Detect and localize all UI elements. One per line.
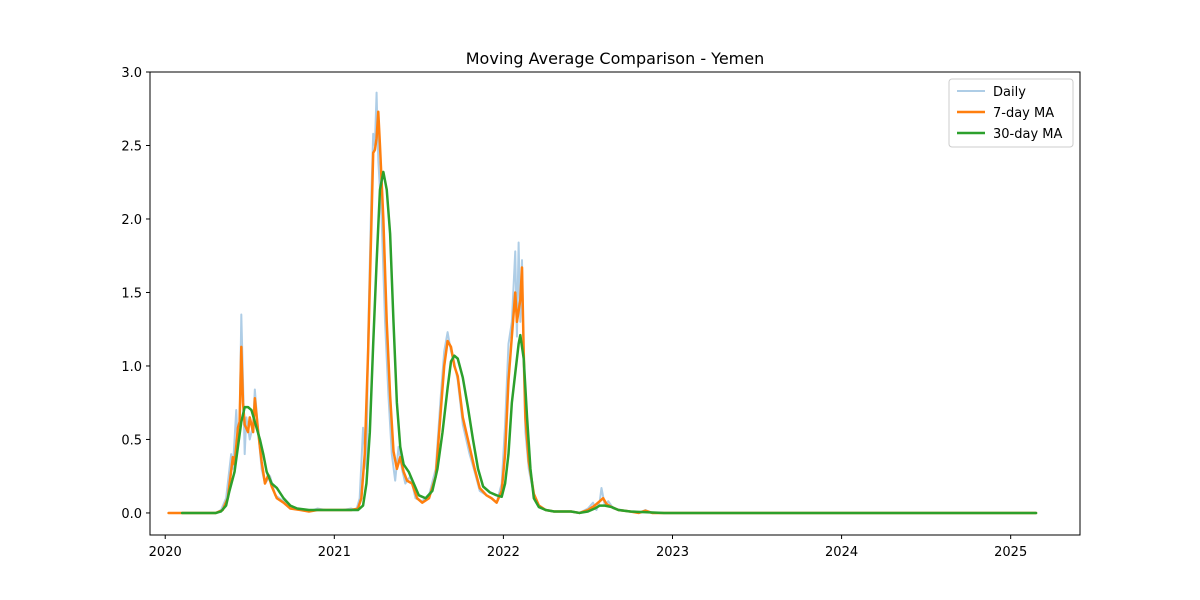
legend: Daily 7-day MA 30-day MA [948, 78, 1074, 148]
y-tick-label: 0.5 [121, 433, 142, 448]
legend-label: Daily [993, 85, 1026, 100]
x-tick-label: 2023 [656, 545, 689, 560]
plot-area [167, 91, 1038, 515]
series-line-2 [180, 170, 1038, 515]
legend-label: 30-day MA [993, 127, 1062, 142]
x-tick-label: 2025 [994, 545, 1027, 560]
x-axis: 2020 2021 2022 2023 2024 2025 [149, 535, 1027, 560]
x-tick-label: 2022 [487, 545, 520, 560]
y-tick-label: 3.0 [121, 66, 142, 81]
y-axis: 0.0 0.5 1.0 1.5 2.0 2.5 3.0 [121, 66, 150, 522]
x-tick-label: 2024 [825, 545, 858, 560]
y-tick-label: 1.0 [121, 360, 142, 375]
y-tick-label: 2.0 [121, 213, 142, 228]
chart-title: Moving Average Comparison - Yemen [466, 49, 764, 68]
legend-box [948, 78, 1074, 148]
plot-frame [149, 71, 1081, 536]
legend-label: 7-day MA [993, 106, 1054, 121]
y-tick-label: 1.5 [121, 286, 142, 301]
x-tick-label: 2021 [318, 545, 351, 560]
y-tick-label: 0.0 [121, 507, 142, 522]
x-tick-label: 2020 [149, 545, 182, 560]
y-tick-label: 2.5 [121, 139, 142, 154]
